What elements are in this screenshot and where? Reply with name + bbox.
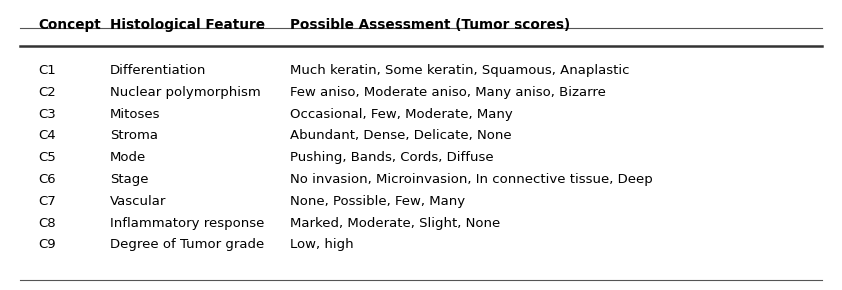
Text: Nuclear polymorphism: Nuclear polymorphism <box>110 86 261 99</box>
Text: Occasional, Few, Moderate, Many: Occasional, Few, Moderate, Many <box>290 108 513 121</box>
Text: Low, high: Low, high <box>290 238 354 251</box>
Text: Marked, Moderate, Slight, None: Marked, Moderate, Slight, None <box>290 217 500 230</box>
Text: Inflammatory response: Inflammatory response <box>110 217 264 230</box>
Text: Stroma: Stroma <box>110 129 158 142</box>
Text: C7: C7 <box>38 195 56 208</box>
Text: Stage: Stage <box>110 173 148 186</box>
Text: Histological Feature: Histological Feature <box>110 18 265 32</box>
Text: None, Possible, Few, Many: None, Possible, Few, Many <box>290 195 465 208</box>
Text: Mitoses: Mitoses <box>110 108 161 121</box>
Text: Degree of Tumor grade: Degree of Tumor grade <box>110 238 264 251</box>
Text: Few aniso, Moderate aniso, Many aniso, Bizarre: Few aniso, Moderate aniso, Many aniso, B… <box>290 86 606 99</box>
Text: C8: C8 <box>38 217 56 230</box>
Text: C3: C3 <box>38 108 56 121</box>
Text: Mode: Mode <box>110 151 147 164</box>
Text: Much keratin, Some keratin, Squamous, Anaplastic: Much keratin, Some keratin, Squamous, An… <box>290 64 630 77</box>
Text: C5: C5 <box>38 151 56 164</box>
Text: C1: C1 <box>38 64 56 77</box>
Text: No invasion, Microinvasion, In connective tissue, Deep: No invasion, Microinvasion, In connectiv… <box>290 173 653 186</box>
Text: C9: C9 <box>38 238 56 251</box>
Text: Differentiation: Differentiation <box>110 64 206 77</box>
Text: Concept: Concept <box>38 18 101 32</box>
Text: Possible Assessment (Tumor scores): Possible Assessment (Tumor scores) <box>290 18 570 32</box>
Text: Pushing, Bands, Cords, Diffuse: Pushing, Bands, Cords, Diffuse <box>290 151 493 164</box>
Text: C4: C4 <box>38 129 56 142</box>
Text: Abundant, Dense, Delicate, None: Abundant, Dense, Delicate, None <box>290 129 512 142</box>
Text: Vascular: Vascular <box>110 195 167 208</box>
Text: C2: C2 <box>38 86 56 99</box>
Text: C6: C6 <box>38 173 56 186</box>
